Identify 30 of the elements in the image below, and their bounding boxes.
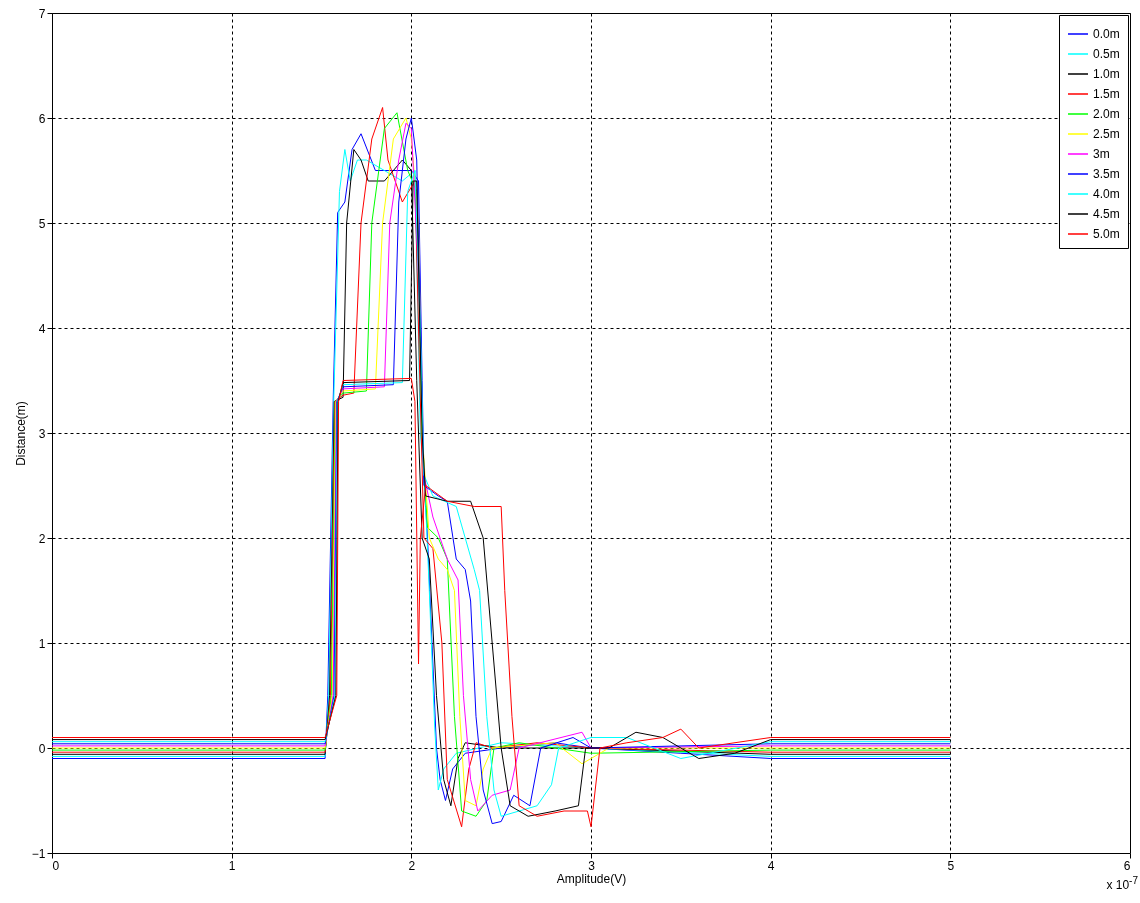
x-axis-title: Amplitude(V) [556,871,627,886]
y-tick-label: 0 [38,741,46,756]
legend-label: 2.5m [1093,127,1120,141]
x-tick-label: 4 [767,858,775,873]
y-tick-label: 2 [38,531,46,546]
legend-label: 3.5m [1093,167,1120,181]
y-tick-label: 4 [38,321,46,336]
legend-label: 4.5m [1093,207,1120,221]
legend-label: 1.5m [1093,87,1120,101]
x-tick-label: 6 [1123,858,1131,873]
legend-label: 0.0m [1093,27,1120,41]
legend-label: 4.0m [1093,187,1120,201]
y-tick-label: 1 [38,636,46,651]
x-tick-label: 0 [52,858,60,873]
y-axis-title: Distance(m) [13,401,28,466]
x-tick-label: 1 [228,858,236,873]
legend-label: 1.0m [1093,67,1120,81]
legend-label: 3m [1093,147,1110,161]
legend-label: 2.0m [1093,107,1120,121]
x-tick-label: 3 [588,858,596,873]
y-tick-label: 5 [38,216,46,231]
y-tick-label: −1 [31,846,46,861]
legend-label: 0.5m [1093,47,1120,61]
x-tick-label: 5 [947,858,955,873]
y-tick-label: 7 [38,6,46,21]
text: x 10$^{-7}$ [1106,875,1138,892]
y-tick-label: 3 [38,426,46,441]
x-tick-label: 2 [408,858,416,873]
y-tick-label: 6 [38,111,46,126]
legend-label: 5.0m [1093,227,1120,241]
